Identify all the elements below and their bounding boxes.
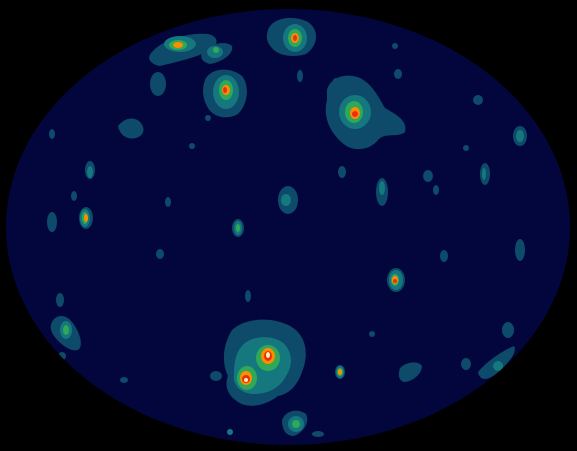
contour-level-4 [338, 369, 342, 375]
faint-source [423, 170, 433, 182]
celestial-sphere [6, 9, 570, 445]
faint-source [332, 78, 340, 90]
faint-source [369, 331, 375, 337]
contour-level-2 [87, 166, 93, 178]
contour-layer [47, 17, 527, 437]
faint-source [502, 322, 514, 338]
faint-source [56, 293, 64, 307]
contour-level-5 [393, 279, 397, 283]
faint-source [338, 166, 346, 178]
contour-level-3 [63, 325, 69, 335]
faint-source [312, 431, 324, 437]
faint-source [165, 197, 171, 207]
faint-source [205, 115, 211, 121]
diffuse-region [118, 118, 144, 139]
contour-level-5 [293, 35, 297, 41]
faint-source [47, 212, 57, 232]
contour-level-2 [281, 194, 291, 206]
faint-source [473, 95, 483, 105]
faint-source [210, 371, 222, 381]
faint-source [156, 249, 164, 259]
faint-source [297, 70, 303, 82]
contour-level-5 [352, 111, 358, 117]
faint-source [189, 143, 195, 149]
contour-level-2 [493, 361, 503, 371]
faint-source [58, 352, 66, 360]
faint-source [392, 43, 398, 49]
faint-source [227, 429, 233, 435]
faint-source [515, 239, 525, 261]
faint-source [463, 145, 469, 151]
contour-level-5 [223, 87, 227, 93]
contour-level-6 [244, 378, 248, 382]
faint-source [394, 69, 402, 79]
contour-level-2 [482, 168, 486, 180]
contour-level-2 [516, 130, 524, 142]
contour-level-4 [84, 214, 88, 222]
contour-level-6 [266, 352, 270, 358]
faint-source [461, 358, 471, 370]
contour-level-2 [379, 181, 385, 195]
faint-source [71, 191, 77, 201]
faint-source [440, 250, 448, 262]
diffuse-region [398, 362, 422, 382]
faint-source [49, 129, 55, 139]
contour-level-4 [173, 42, 183, 48]
contour-level-3 [292, 420, 300, 428]
faint-source [433, 185, 439, 195]
contour-level-3 [236, 224, 240, 232]
faint-source [120, 377, 128, 383]
contour-level-3 [213, 47, 219, 53]
faint-source [150, 72, 166, 96]
faint-source [245, 290, 251, 302]
